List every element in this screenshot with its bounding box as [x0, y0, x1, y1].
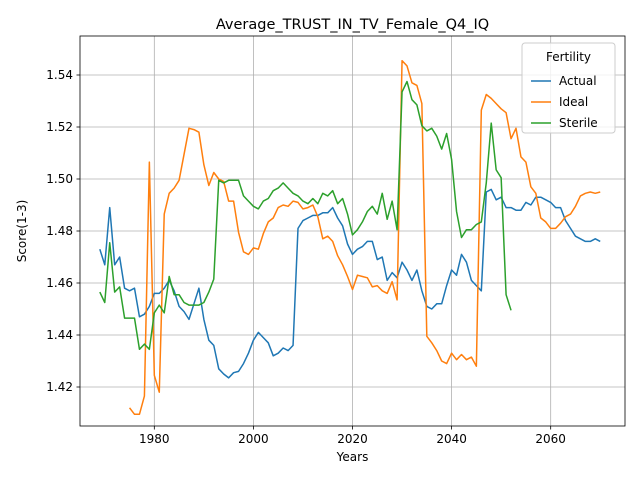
y-tick-label: 1.44: [46, 328, 73, 342]
chart-title: Average_TRUST_IN_TV_Female_Q4_IQ: [216, 17, 489, 33]
y-tick-label: 1.54: [46, 68, 73, 82]
legend-label-ideal: Ideal: [559, 95, 588, 109]
x-axis-label: Years: [336, 450, 369, 464]
y-tick-label: 1.42: [46, 380, 73, 394]
legend-label-actual: Actual: [559, 74, 597, 88]
y-tick-label: 1.50: [46, 172, 73, 186]
legend-box: [521, 42, 616, 134]
x-tick-label: 2060: [535, 432, 566, 446]
y-axis-label: Score(1-3): [15, 200, 29, 263]
legend-label-sterile: Sterile: [559, 116, 598, 130]
x-axis-ticks: 1980 2000 2020 2040 2060: [139, 426, 566, 446]
x-tick-label: 2000: [238, 432, 269, 446]
y-axis-ticks: 1.42 1.44 1.46 1.48 1.50 1.52 1.54: [46, 68, 80, 394]
series-line-ideal: [128, 59, 601, 416]
y-tick-label: 1.46: [46, 276, 73, 290]
legend: Fertility Actual Ideal Sterile: [521, 42, 616, 134]
x-tick-label: 2020: [337, 432, 368, 446]
legend-title: Fertility: [546, 50, 591, 64]
plot-area-lines: [99, 59, 601, 416]
y-tick-label: 1.48: [46, 224, 73, 238]
series-line-sterile: [99, 80, 512, 351]
y-tick-label: 1.52: [46, 120, 73, 134]
x-tick-label: 2040: [436, 432, 467, 446]
series-line-actual: [99, 188, 601, 379]
x-tick-label: 1980: [139, 432, 170, 446]
legend-items: Actual Ideal Sterile: [531, 74, 598, 130]
